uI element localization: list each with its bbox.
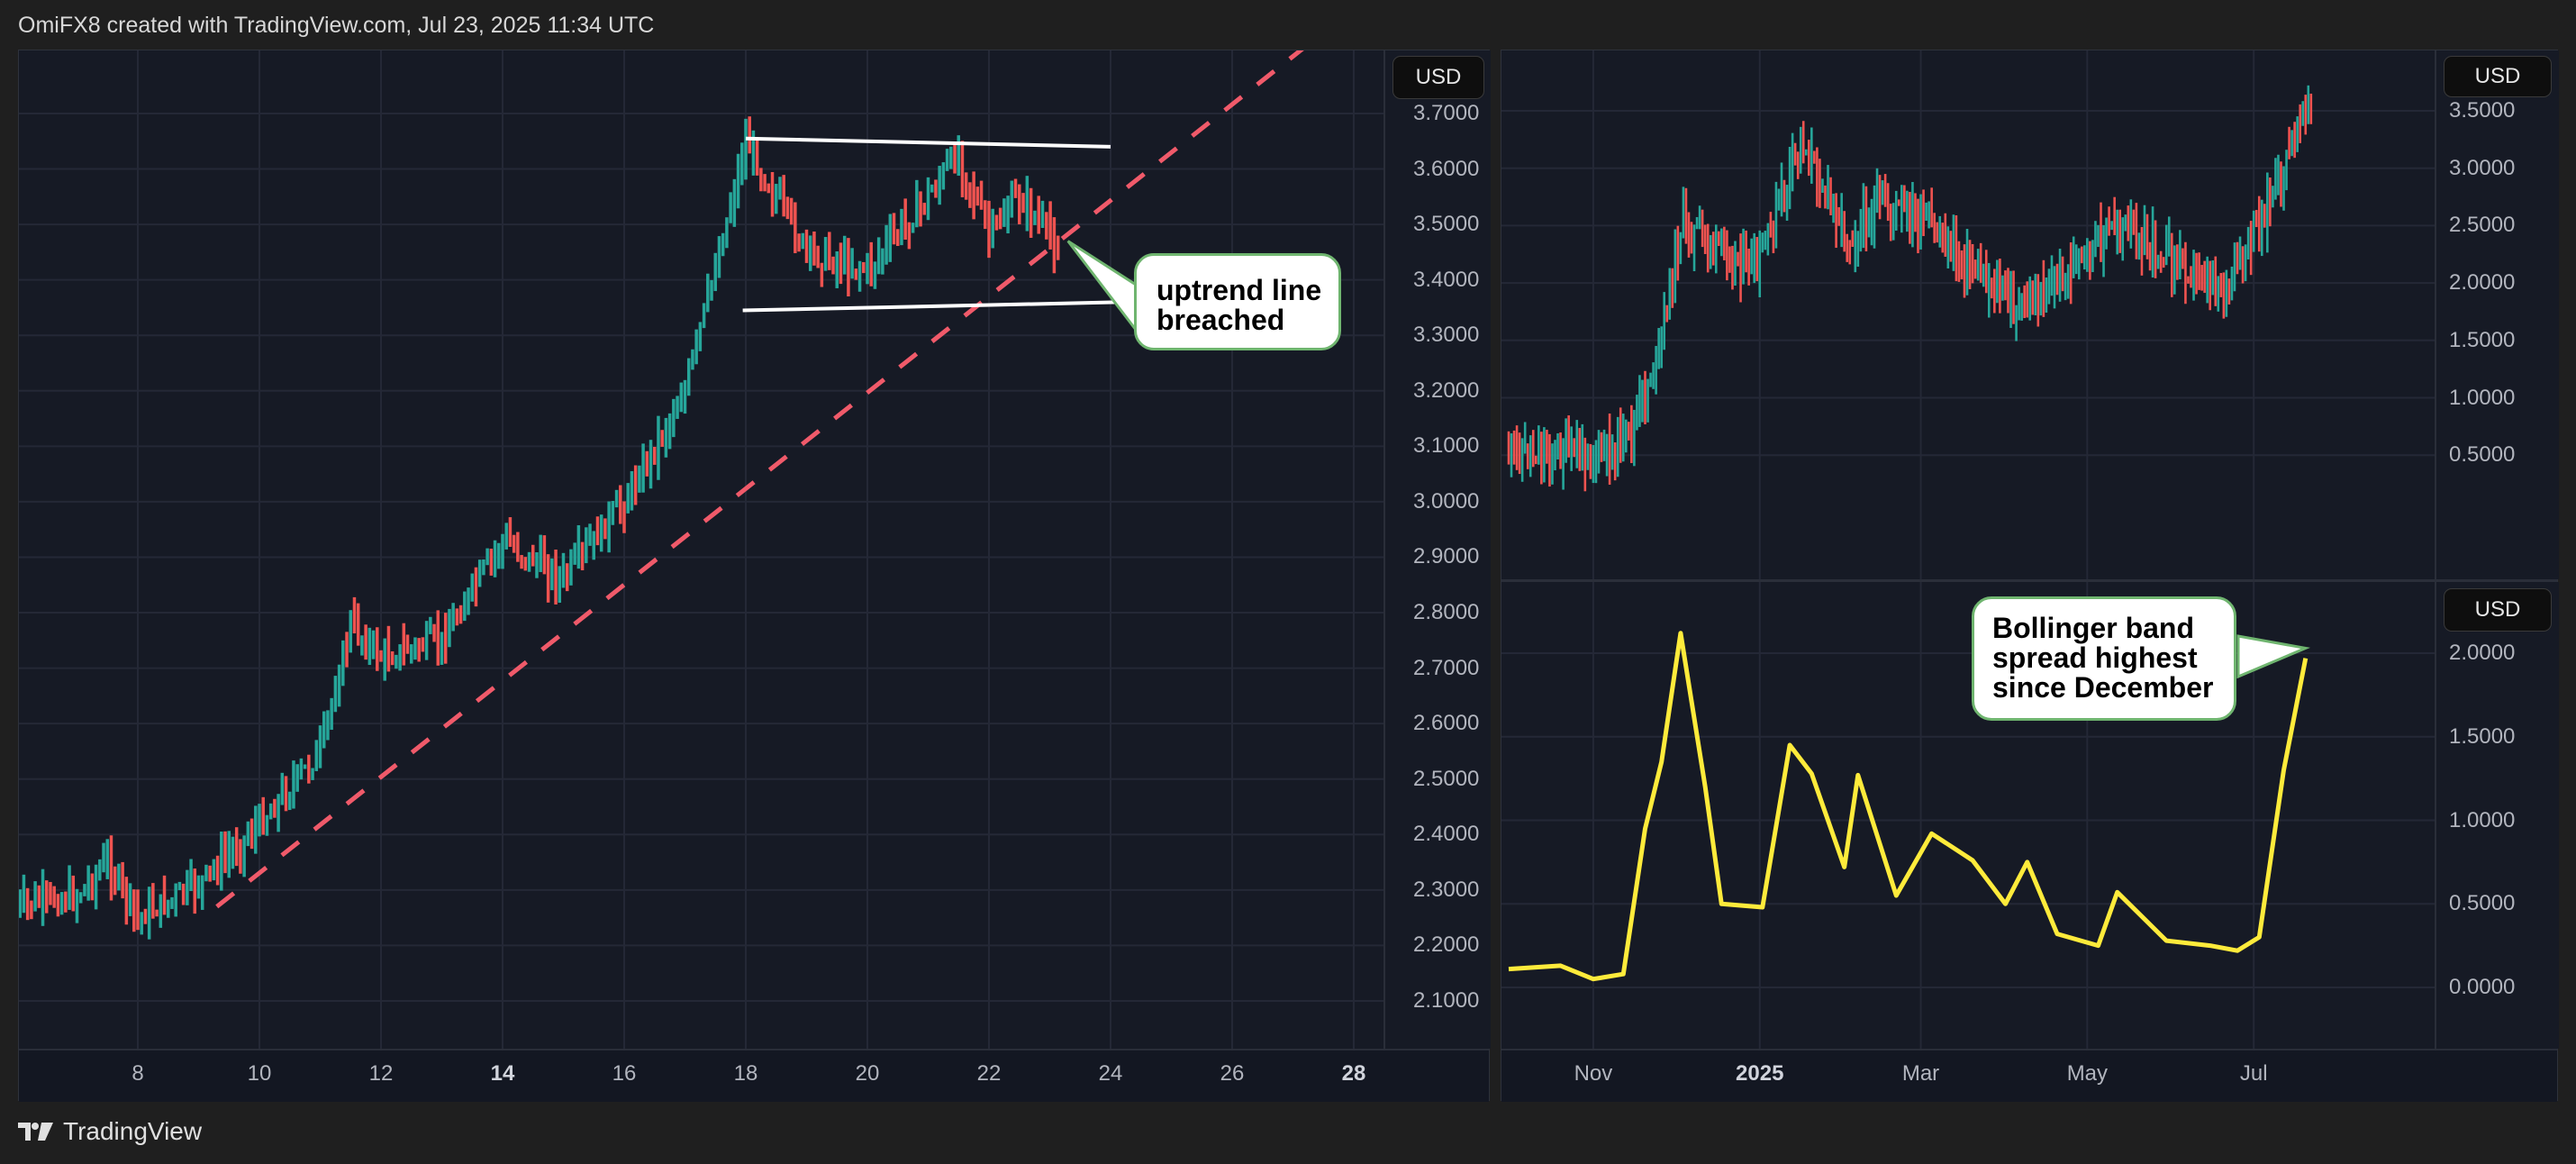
y-tick-label: 2.6000 bbox=[1413, 711, 1480, 736]
right-time-axis[interactable] bbox=[1501, 1049, 2557, 1102]
right-bottom-value-axis[interactable] bbox=[2435, 582, 2559, 1049]
right-top-price-axis[interactable] bbox=[2435, 50, 2559, 579]
x-tick-label: May bbox=[2066, 1061, 2109, 1086]
y-tick-label: 3.4000 bbox=[1413, 267, 1480, 292]
y-tick-label: 3.6000 bbox=[1413, 156, 1480, 181]
left-currency-label[interactable]: USD bbox=[1392, 56, 1484, 99]
y-tick-label: 2.2000 bbox=[1413, 932, 1480, 958]
x-tick-label: 10 bbox=[247, 1061, 272, 1086]
y-tick-label: 0.0000 bbox=[2449, 975, 2516, 999]
x-tick-label: 20 bbox=[855, 1061, 880, 1086]
x-tick-label: 8 bbox=[132, 1061, 144, 1086]
y-tick-label: 1.5000 bbox=[2449, 327, 2516, 352]
left-price-axis[interactable] bbox=[1383, 50, 1491, 1049]
bollinger-width-chart[interactable] bbox=[1501, 582, 2435, 1049]
pane-divider[interactable] bbox=[1501, 579, 2557, 582]
y-tick-label: 3.5000 bbox=[2449, 98, 2516, 123]
y-tick-label: 2.5000 bbox=[1413, 766, 1480, 791]
y-tick-label: 2.5000 bbox=[2449, 213, 2516, 238]
chart-header: OmiFX8 created with TradingView.com, Jul… bbox=[18, 13, 655, 38]
x-tick-label: 12 bbox=[368, 1061, 394, 1086]
bollinger-callout: Bollinger band spread highest since Dece… bbox=[1972, 596, 2236, 721]
y-tick-label: 3.7000 bbox=[1413, 101, 1480, 125]
tradingview-brand: TradingView bbox=[63, 1117, 203, 1145]
left-time-axis[interactable] bbox=[19, 1049, 1489, 1102]
daily-price-chart[interactable] bbox=[1501, 50, 2435, 579]
y-tick-label: 2.0000 bbox=[2449, 641, 2516, 665]
x-tick-label: 18 bbox=[733, 1061, 758, 1086]
y-tick-label: 2.7000 bbox=[1413, 655, 1480, 680]
y-tick-label: 0.5000 bbox=[2449, 442, 2516, 468]
y-tick-label: 2.9000 bbox=[1413, 544, 1480, 569]
y-tick-label: 3.2000 bbox=[1413, 377, 1480, 403]
y-tick-label: 1.0000 bbox=[2449, 385, 2516, 410]
x-tick-label: 2025 bbox=[1736, 1061, 1784, 1086]
tradingview-logo[interactable]: TradingView bbox=[18, 1117, 202, 1146]
x-tick-label: 14 bbox=[490, 1061, 515, 1086]
y-tick-label: 3.1000 bbox=[1413, 433, 1480, 459]
y-tick-label: 1.0000 bbox=[2449, 807, 2516, 832]
x-tick-label: Jul bbox=[2239, 1061, 2268, 1086]
y-tick-label: 2.8000 bbox=[1413, 600, 1480, 625]
x-tick-label: 24 bbox=[1098, 1061, 1123, 1086]
x-tick-label: Mar bbox=[1901, 1061, 1940, 1086]
x-tick-label: 16 bbox=[612, 1061, 637, 1086]
y-tick-label: 2.4000 bbox=[1413, 822, 1480, 847]
right-bottom-currency-label[interactable]: USD bbox=[2444, 588, 2552, 632]
y-tick-label: 0.5000 bbox=[2449, 891, 2516, 916]
y-tick-label: 3.0000 bbox=[2449, 155, 2516, 180]
left-price-chart[interactable] bbox=[19, 50, 1383, 1049]
x-tick-label: 28 bbox=[1341, 1061, 1366, 1086]
x-tick-label: 26 bbox=[1220, 1061, 1245, 1086]
right-top-currency-label[interactable]: USD bbox=[2444, 56, 2552, 97]
y-tick-label: 2.0000 bbox=[2449, 270, 2516, 296]
x-tick-label: Nov bbox=[1574, 1061, 1613, 1086]
y-tick-label: 3.3000 bbox=[1413, 323, 1480, 348]
y-tick-label: 2.3000 bbox=[1413, 877, 1480, 902]
uptrend-breach-callout: uptrend line breached bbox=[1134, 253, 1341, 350]
left-chart-panel[interactable]: USD uptrend line breached 3.7000 3.6000 3.… bbox=[18, 50, 1491, 1102]
y-tick-label: 3.5000 bbox=[1413, 212, 1480, 237]
y-tick-label: 3.0000 bbox=[1413, 488, 1480, 514]
right-chart-panel[interactable]: USD USD Bollinger band spread highest si… bbox=[1501, 50, 2559, 1102]
y-tick-label: 1.5000 bbox=[2449, 723, 2516, 749]
tradingview-logo-icon bbox=[18, 1123, 53, 1141]
y-tick-label: 2.1000 bbox=[1413, 987, 1480, 1013]
x-tick-label: 22 bbox=[976, 1061, 1002, 1086]
